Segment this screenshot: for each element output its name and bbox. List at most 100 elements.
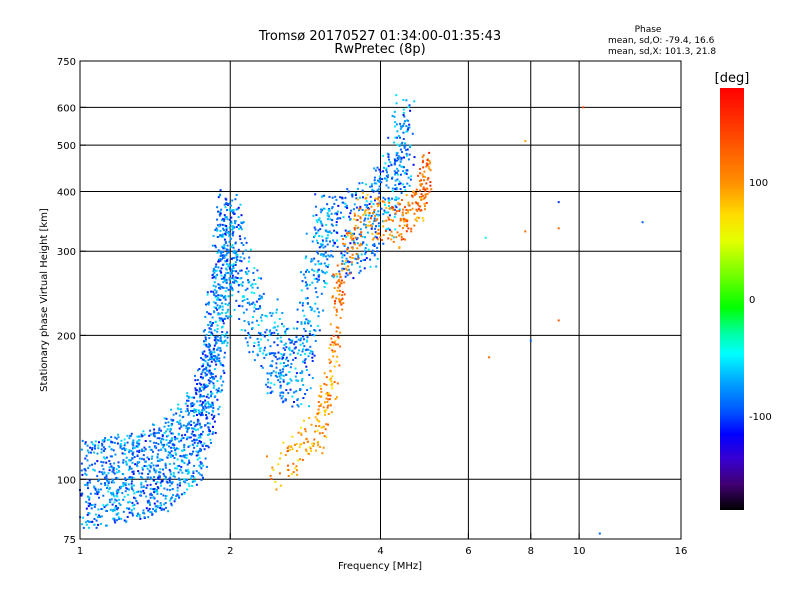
o-trace-point (273, 354, 276, 357)
x-trace-point (419, 196, 422, 199)
o-trace-point (301, 302, 304, 304)
o-trace-point (224, 312, 227, 315)
o-trace-point (131, 452, 134, 455)
o-trace-point (118, 470, 121, 473)
x-trace-point (356, 198, 359, 201)
o-trace-point (304, 297, 307, 300)
o-trace-point (94, 440, 97, 443)
o-trace-point (97, 523, 100, 526)
o-trace-point (120, 517, 123, 520)
o-trace-point (162, 494, 165, 497)
o-trace-point (230, 222, 233, 225)
x-trace-point (339, 302, 342, 305)
o-trace-point (79, 493, 82, 496)
o-trace-point (209, 438, 212, 441)
o-trace-point (354, 191, 357, 194)
o-trace-point (113, 495, 116, 498)
x-trace-point (321, 432, 324, 434)
o-trace-point (350, 209, 353, 212)
o-trace-point (225, 278, 228, 281)
o-trace-point (174, 498, 177, 501)
o-trace-point (221, 389, 223, 392)
o-trace-point (292, 351, 295, 354)
o-trace-point (216, 335, 219, 338)
o-trace-point (310, 260, 313, 263)
o-trace-point (228, 232, 231, 235)
o-trace-point (253, 306, 256, 309)
o-trace-point (224, 260, 227, 263)
o-trace-point (405, 152, 408, 155)
o-trace-point (187, 427, 190, 429)
o-trace-point (87, 526, 90, 529)
o-trace-point (301, 342, 304, 345)
o-trace-point (266, 372, 269, 375)
o-trace-point (156, 481, 159, 484)
o-trace-point (277, 333, 279, 335)
o-trace-point (144, 460, 147, 463)
x-trace-point (323, 435, 326, 438)
o-trace-point (149, 465, 152, 468)
o-trace-point (195, 483, 198, 486)
o-trace-point (324, 281, 327, 284)
y-tick-label: 600 (57, 103, 76, 114)
x-trace-point (413, 224, 416, 227)
o-trace-point (188, 444, 191, 447)
x-trace-point (335, 314, 338, 317)
o-trace-point (307, 319, 310, 322)
o-trace-point (199, 376, 202, 379)
o-trace-point (196, 444, 199, 447)
o-trace-point (158, 427, 161, 430)
o-trace-point (396, 157, 399, 159)
o-trace-point (271, 390, 274, 393)
o-trace-point (209, 370, 212, 373)
x-trace-point (349, 256, 352, 259)
o-trace-point (400, 156, 403, 159)
o-trace-point (239, 226, 242, 229)
o-trace-point (85, 473, 88, 476)
o-trace-point (80, 462, 83, 465)
o-trace-point (287, 327, 290, 330)
o-trace-point (122, 459, 125, 462)
o-trace-point (237, 216, 240, 219)
o-trace-point (231, 228, 234, 231)
o-trace-point (94, 492, 97, 495)
x-trace-point (381, 200, 384, 203)
o-trace-point (185, 454, 188, 457)
o-trace-point (223, 340, 226, 342)
x-trace-point (338, 364, 341, 367)
o-trace-point (296, 308, 299, 311)
o-trace-point (89, 492, 92, 495)
o-trace-point (216, 273, 219, 276)
o-trace-point (165, 495, 168, 497)
o-trace-point (395, 159, 398, 162)
o-trace-point (277, 379, 280, 382)
o-trace-point (141, 435, 144, 438)
o-trace-point (162, 468, 164, 471)
x-trace-point (290, 473, 293, 475)
o-trace-point (117, 433, 119, 436)
o-trace-point (205, 334, 208, 336)
x-trace-point (403, 218, 406, 221)
o-trace-point (151, 513, 154, 516)
o-trace-point (366, 204, 369, 207)
o-trace-point (302, 384, 305, 386)
o-trace-point (309, 345, 312, 348)
o-trace-point (270, 372, 273, 374)
o-trace-point (200, 474, 203, 477)
o-trace-point (93, 469, 96, 472)
o-trace-point (214, 244, 217, 247)
o-trace-point (160, 484, 162, 487)
o-trace-point (138, 514, 141, 516)
o-trace-point (180, 466, 183, 468)
o-trace-point (222, 245, 225, 248)
o-trace-point (233, 281, 236, 284)
o-trace-point (89, 481, 92, 484)
o-trace-point (163, 508, 166, 511)
o-trace-point (234, 222, 237, 225)
o-trace-point (220, 274, 223, 277)
o-trace-point (182, 415, 185, 418)
o-trace-point (323, 286, 326, 288)
o-trace-point (319, 208, 322, 211)
o-trace-point (108, 445, 111, 448)
o-trace-point (397, 173, 399, 176)
